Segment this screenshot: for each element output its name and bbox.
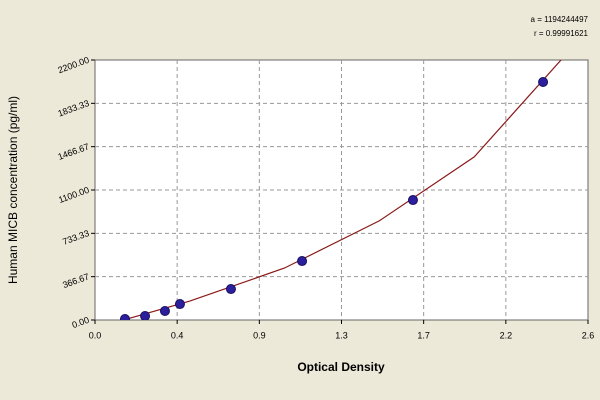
data-point (174, 299, 185, 310)
data-point (538, 76, 549, 87)
x-tick-label: 2.6 (582, 330, 595, 340)
y-tick-label: 366.67 (61, 271, 90, 290)
annotation: a = 1194244497 (531, 15, 589, 24)
data-point (297, 256, 308, 267)
y-tick-label: 1100.00 (57, 185, 90, 205)
y-axis-label: Human MICB concentration (pg/ml) (6, 96, 20, 284)
y-tick-label: 2200.00 (56, 55, 90, 76)
x-tick-label: 0.4 (171, 330, 184, 340)
y-tick-label: 1466.67 (56, 141, 90, 162)
data-point (225, 284, 236, 295)
data-point (140, 310, 151, 320)
x-axis-label: Optical Density (297, 360, 385, 374)
x-tick-label: 0.9 (253, 330, 266, 340)
x-tick-label: 0.0 (89, 330, 102, 340)
data-point (159, 306, 170, 317)
data-point (407, 195, 418, 206)
x-tick-label: 2.2 (500, 330, 513, 340)
data-point (119, 314, 130, 320)
y-tick-label: 733.33 (61, 228, 90, 247)
y-tick-label: 1833.33 (56, 98, 90, 119)
x-tick-label: 1.7 (417, 330, 430, 340)
y-tick-label: 0.00 (71, 315, 91, 330)
plot-layer (119, 60, 562, 320)
x-tick-label: 1.3 (335, 330, 348, 340)
annotation: r = 0.99991621 (534, 29, 589, 38)
